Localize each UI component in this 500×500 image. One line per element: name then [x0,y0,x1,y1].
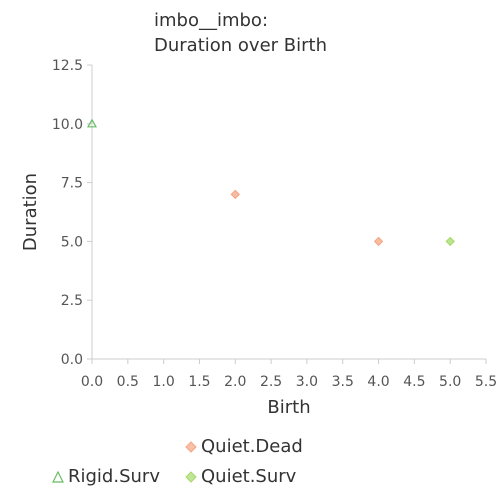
triangle-marker-icon [52,470,64,483]
x-tick-label: 2.0 [224,374,246,390]
x-tick-label: 3.5 [332,374,354,390]
legend-item-quiet-surv[interactable]: Quiet.Surv [185,466,296,487]
x-axis-title: Birth [267,397,310,418]
x-tick-label: 5.5 [475,374,497,390]
diamond-marker-icon [185,470,197,483]
y-tick-label: 7.5 [61,176,83,192]
x-tick-label: 1.0 [153,374,175,390]
y-axis-title: Duration [20,173,41,251]
x-tick-label: 5.0 [439,374,461,390]
x-tick-label: 4.5 [403,374,425,390]
chart-title-line-2: Duration over Birth [154,35,327,56]
x-tick-label: 4.0 [367,374,389,390]
x-tick-label: 0.0 [81,374,103,390]
data-point-quiet-surv-0[interactable] [445,236,455,247]
legend-item-quiet-dead[interactable]: Quiet.Dead [185,436,303,457]
y-tick-label: 2.5 [61,293,83,309]
y-tick-label: 12.5 [52,58,83,74]
legend-label: Quiet.Surv [201,466,297,487]
chart-title: imbo__imbo: Duration over Birth [154,8,327,58]
y-tick-label: 10.0 [52,117,83,133]
legend-label: Quiet.Dead [201,436,303,457]
diamond-marker-icon [185,440,197,453]
y-tick-label: 5.0 [61,234,83,250]
data-point-rigid-surv-0[interactable] [86,118,98,128]
chart-title-line-1: imbo__imbo: [154,10,269,31]
legend-label: Rigid.Surv [68,466,160,487]
data-points [86,118,455,247]
legend: Quiet.Dead Rigid.Surv Quiet.Surv [0,432,500,492]
x-tick-label: 1.5 [188,374,210,390]
data-point-quiet-dead-1[interactable] [373,236,384,247]
x-tick-label: 0.5 [117,374,139,390]
data-point-quiet-dead-0[interactable] [230,189,240,200]
x-tick-label: 2.5 [260,374,282,390]
y-tick-label: 0.0 [61,352,83,368]
axes: 0.0 2.5 5.0 7.5 10.0 12.5 0.0 0.5 1.0 1.5 2.0 2.5 3.… [52,58,497,390]
x-tick-label: 3.0 [296,374,318,390]
legend-item-rigid-surv[interactable]: Rigid.Surv [52,466,160,487]
